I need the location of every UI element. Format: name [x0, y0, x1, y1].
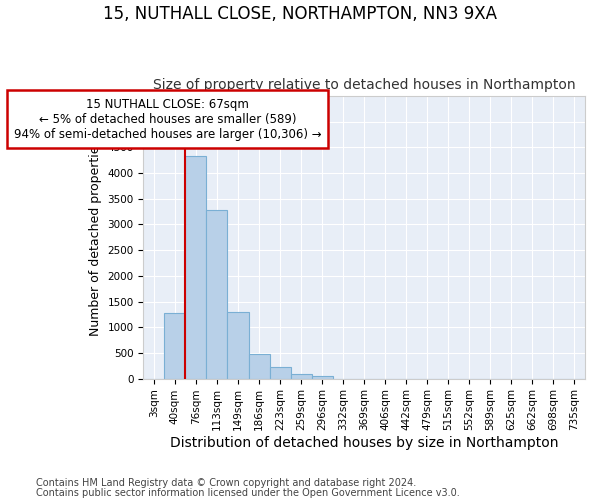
X-axis label: Distribution of detached houses by size in Northampton: Distribution of detached houses by size …: [170, 436, 559, 450]
Bar: [185, 156, 206, 378]
Bar: [227, 312, 248, 378]
Y-axis label: Number of detached properties: Number of detached properties: [89, 139, 102, 336]
Bar: [311, 376, 332, 378]
Text: 15 NUTHALL CLOSE: 67sqm
← 5% of detached houses are smaller (589)
94% of semi-de: 15 NUTHALL CLOSE: 67sqm ← 5% of detached…: [14, 98, 322, 140]
Text: Contains public sector information licensed under the Open Government Licence v3: Contains public sector information licen…: [36, 488, 460, 498]
Bar: [164, 314, 185, 378]
Text: 15, NUTHALL CLOSE, NORTHAMPTON, NN3 9XA: 15, NUTHALL CLOSE, NORTHAMPTON, NN3 9XA: [103, 5, 497, 23]
Bar: [248, 354, 269, 378]
Text: Contains HM Land Registry data © Crown copyright and database right 2024.: Contains HM Land Registry data © Crown c…: [36, 478, 416, 488]
Bar: [206, 210, 227, 378]
Title: Size of property relative to detached houses in Northampton: Size of property relative to detached ho…: [153, 78, 575, 92]
Bar: [290, 374, 311, 378]
Bar: [269, 367, 290, 378]
